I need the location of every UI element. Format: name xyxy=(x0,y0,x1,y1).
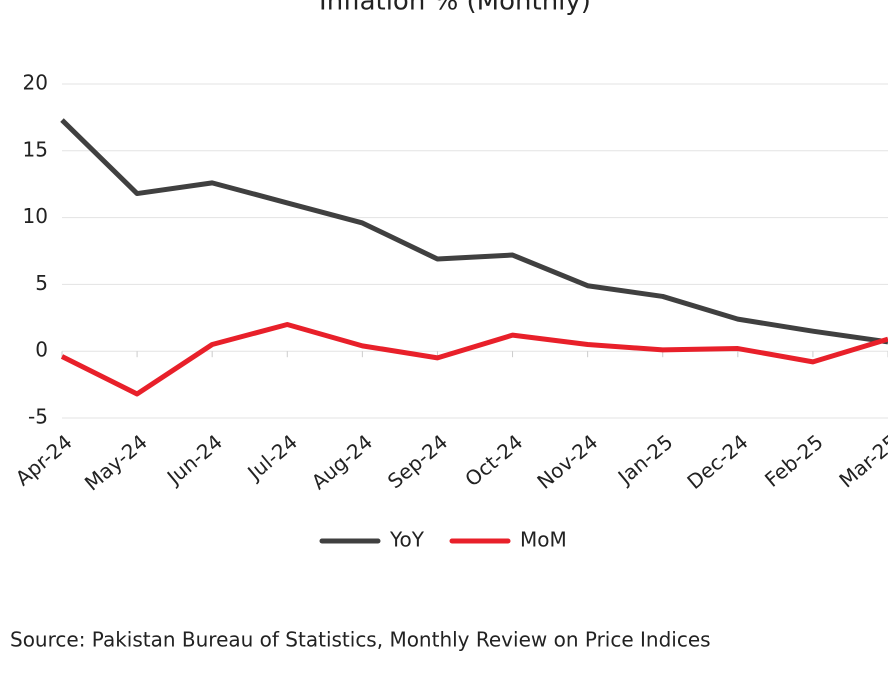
y-tick-label: 5 xyxy=(35,271,48,295)
x-tick-label: Jun-24 xyxy=(161,430,227,491)
series-line xyxy=(60,321,888,397)
legend-label: MoM xyxy=(520,528,567,552)
x-tick-label: Jan-25 xyxy=(612,430,678,490)
x-tick-label: Feb-25 xyxy=(760,430,828,492)
y-tick-label: 15 xyxy=(23,137,48,161)
x-tick-label: Aug-24 xyxy=(307,430,377,494)
x-tick-label: Dec-24 xyxy=(682,430,752,494)
x-tick-label: Sep-24 xyxy=(383,430,452,494)
x-tick-label: Nov-24 xyxy=(532,430,602,494)
legend-label: YoY xyxy=(389,528,425,552)
x-tick-label: Mar-25 xyxy=(834,430,888,493)
y-tick-label: 10 xyxy=(23,204,48,228)
y-tick-label: 20 xyxy=(23,71,48,95)
y-tick-label: -5 xyxy=(28,405,48,429)
x-tick-label: Oct-24 xyxy=(460,430,527,492)
series-line xyxy=(60,118,888,345)
source-note: Source: Pakistan Bureau of Statistics, M… xyxy=(10,628,711,652)
chart-title: Inflation % (Monthly) xyxy=(319,0,591,17)
x-tick-label: May-24 xyxy=(80,430,152,496)
y-tick-label: 0 xyxy=(35,338,48,362)
x-tick-label: Jul-24 xyxy=(242,430,302,486)
x-tick-label: Apr-24 xyxy=(11,430,77,491)
